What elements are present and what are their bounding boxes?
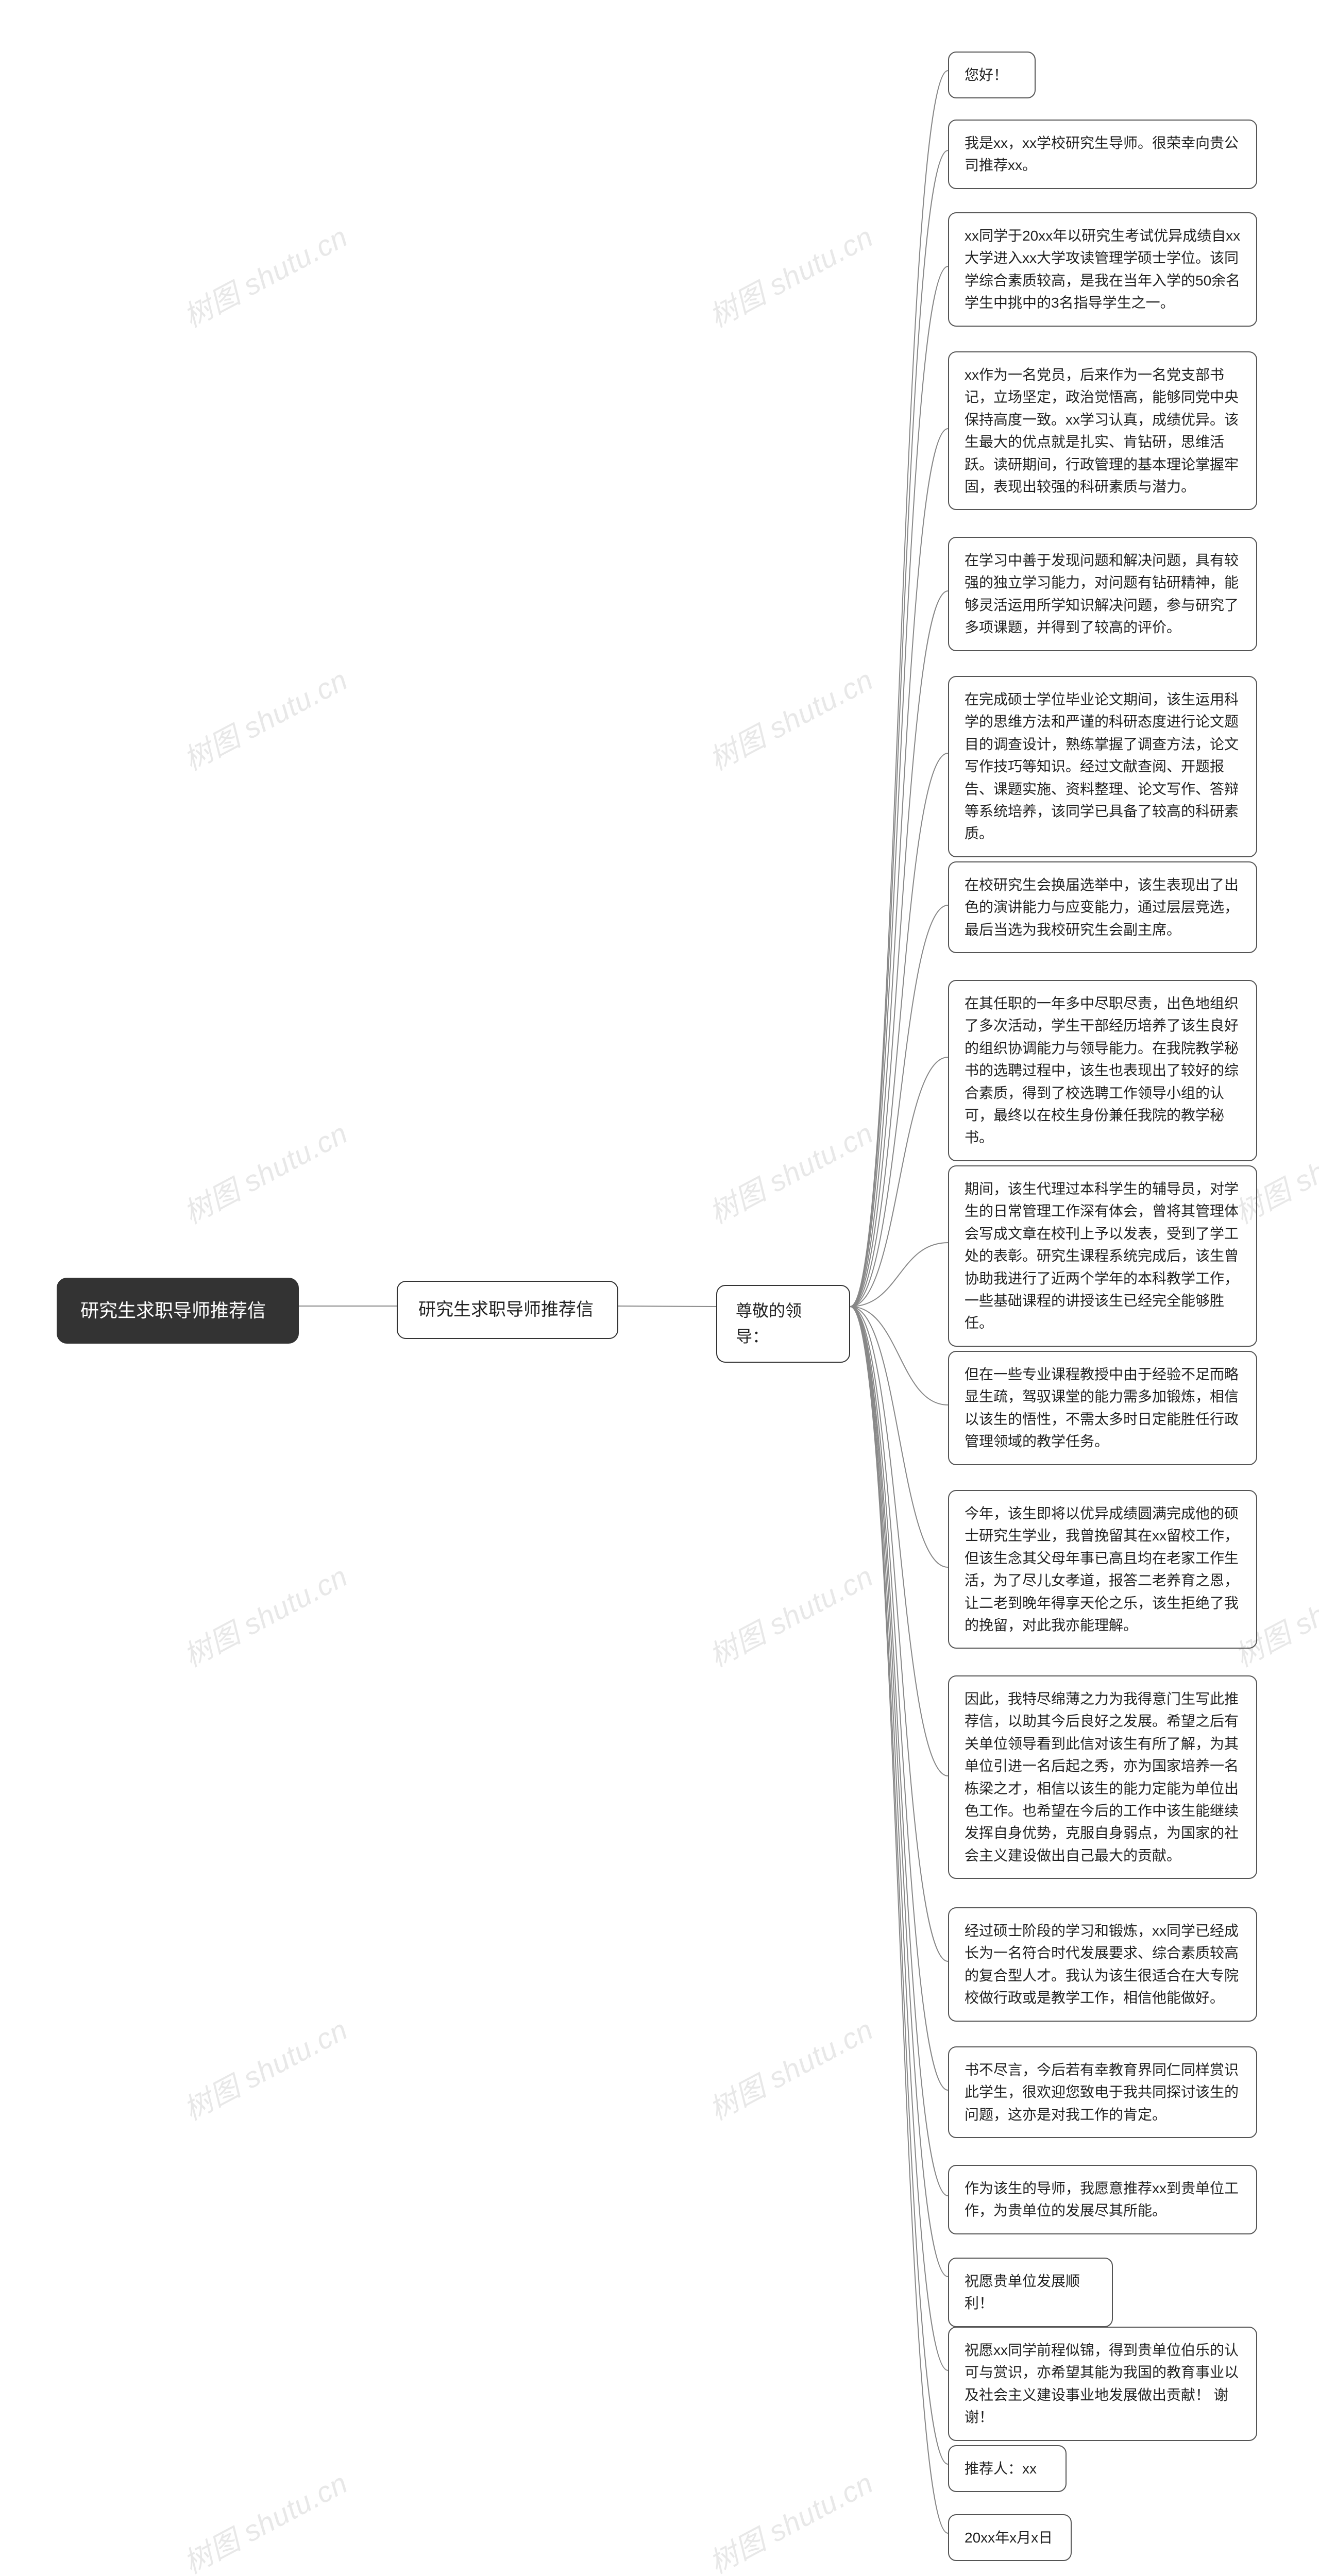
leaf-node[interactable]: 祝愿xx同学前程似锦，得到贵单位伯乐的认可与赏识，亦希望其能为我国的教育事业以及… — [948, 2327, 1257, 2441]
watermark-text: 树图 shutu.cn — [175, 657, 354, 779]
watermark-text: 树图 shutu.cn — [701, 1554, 880, 1675]
leaf-node[interactable]: xx同学于20xx年以研究生考试优异成绩自xx大学进入xx大学攻读管理学硕士学位… — [948, 212, 1257, 327]
leaf-text: 因此，我特尽绵薄之力为我得意门生写此推荐信，以助其今后良好之发展。希望之后有关单… — [965, 1691, 1239, 1863]
watermark-text: 树图 shutu.cn — [701, 2461, 880, 2576]
leaf-text: 在校研究生会换届选举中，该生表现出了出色的演讲能力与应变能力，通过层层竞选，最后… — [965, 877, 1239, 938]
leaf-node[interactable]: 书不尽言，今后若有幸教育界同仁同样赏识此学生，很欢迎您致电于我共同探讨该生的问题… — [948, 2046, 1257, 2138]
leaf-node[interactable]: 在完成硕士学位毕业论文期间，该生运用科学的思维方法和严谨的科研态度进行论文题目的… — [948, 676, 1257, 857]
leaf-text: 作为该生的导师，我愿意推荐xx到贵单位工作，为贵单位的发展尽其所能。 — [965, 2180, 1239, 2218]
leaf-text: 祝愿xx同学前程似锦，得到贵单位伯乐的认可与赏识，亦希望其能为我国的教育事业以及… — [965, 2342, 1239, 2425]
mindmap-canvas: 树图 shutu.cn 树图 shutu.cn 树图 shutu.cn 树图 shut… — [0, 0, 1319, 2576]
root-label: 研究生求职导师推荐信 — [80, 1300, 266, 1321]
watermark-text: 树图 shutu.cn — [701, 657, 880, 779]
watermark-text: 树图 shutu.cn — [175, 1111, 354, 1232]
leaf-text: 在学习中善于发现问题和解决问题，具有较强的独立学习能力，对问题有钻研精神，能够灵… — [965, 552, 1239, 635]
leaf-text: 但在一些专业课程教授中由于经验不足而略显生疏，驾驭课堂的能力需多加锻炼，相信以该… — [965, 1366, 1239, 1449]
leaf-node[interactable]: 经过硕士阶段的学习和锻炼，xx同学已经成长为一名符合时代发展要求、综合素质较高的… — [948, 1907, 1257, 2022]
watermark-text: 树图 shutu.cn — [175, 2007, 354, 2129]
leaf-text: 我是xx，xx学校研究生导师。很荣幸向贵公司推荐xx。 — [965, 135, 1239, 173]
leaf-text: 经过硕士阶段的学习和锻炼，xx同学已经成长为一名符合时代发展要求、综合素质较高的… — [965, 1923, 1239, 2006]
watermark-text: 树图 shutu.cn — [701, 1111, 880, 1232]
level3-node[interactable]: 尊敬的领导： — [716, 1285, 850, 1363]
leaf-text: 祝愿贵单位发展顺利！ — [965, 2273, 1080, 2311]
leaf-node[interactable]: 在学习中善于发现问题和解决问题，具有较强的独立学习能力，对问题有钻研精神，能够灵… — [948, 537, 1257, 651]
leaf-text: 20xx年x月x日 — [965, 2530, 1053, 2546]
watermark-text: 树图 shutu.cn — [701, 2007, 880, 2129]
leaf-text: 书不尽言，今后若有幸教育界同仁同样赏识此学生，很欢迎您致电于我共同探讨该生的问题… — [965, 2062, 1239, 2123]
leaf-node[interactable]: 祝愿贵单位发展顺利！ — [948, 2258, 1113, 2327]
leaf-text: 您好！ — [965, 67, 1008, 83]
watermark-text: 树图 shutu.cn — [701, 214, 880, 336]
leaf-node[interactable]: 在校研究生会换届选举中，该生表现出了出色的演讲能力与应变能力，通过层层竞选，最后… — [948, 861, 1257, 953]
leaf-node[interactable]: xx作为一名党员，后来作为一名党支部书记，立场坚定，政治觉悟高，能够同党中央保持… — [948, 351, 1257, 510]
leaf-text: xx作为一名党员，后来作为一名党支部书记，立场坚定，政治觉悟高，能够同党中央保持… — [965, 367, 1239, 495]
level2-label: 研究生求职导师推荐信 — [418, 1300, 594, 1319]
leaf-text: xx同学于20xx年以研究生考试优异成绩自xx大学进入xx大学攻读管理学硕士学位… — [965, 228, 1240, 311]
level2-node[interactable]: 研究生求职导师推荐信 — [397, 1281, 618, 1339]
leaf-text: 期间，该生代理过本科学生的辅导员，对学生的日常管理工作深有体会，曾将其管理体会写… — [965, 1181, 1239, 1331]
watermark-text: 树图 shutu.cn — [175, 1554, 354, 1675]
leaf-node[interactable]: 期间，该生代理过本科学生的辅导员，对学生的日常管理工作深有体会，曾将其管理体会写… — [948, 1165, 1257, 1347]
leaf-node[interactable]: 在其任职的一年多中尽职尽责，出色地组织了多次活动，学生干部经历培养了该生良好的组… — [948, 980, 1257, 1161]
leaf-node[interactable]: 我是xx，xx学校研究生导师。很荣幸向贵公司推荐xx。 — [948, 120, 1257, 189]
watermark-text: 树图 shutu.cn — [175, 2461, 354, 2576]
leaf-node[interactable]: 推荐人：xx — [948, 2445, 1067, 2492]
leaf-text: 在其任职的一年多中尽职尽责，出色地组织了多次活动，学生干部经历培养了该生良好的组… — [965, 995, 1239, 1145]
leaf-node[interactable]: 作为该生的导师，我愿意推荐xx到贵单位工作，为贵单位的发展尽其所能。 — [948, 2165, 1257, 2234]
leaf-node[interactable]: 20xx年x月x日 — [948, 2514, 1072, 2561]
root-node[interactable]: 研究生求职导师推荐信 — [57, 1278, 299, 1344]
leaf-node[interactable]: 但在一些专业课程教授中由于经验不足而略显生疏，驾驭课堂的能力需多加锻炼，相信以该… — [948, 1351, 1257, 1465]
level3-label: 尊敬的领导： — [736, 1301, 802, 1346]
leaf-node[interactable]: 因此，我特尽绵薄之力为我得意门生写此推荐信，以助其今后良好之发展。希望之后有关单… — [948, 1675, 1257, 1879]
watermark-text: 树图 shutu.cn — [175, 214, 354, 336]
leaf-node[interactable]: 您好！ — [948, 52, 1036, 98]
leaf-node[interactable]: 今年，该生即将以优异成绩圆满完成他的硕士研究生学业，我曾挽留其在xx留校工作，但… — [948, 1490, 1257, 1649]
leaf-text: 推荐人：xx — [965, 2461, 1037, 2477]
leaf-text: 在完成硕士学位毕业论文期间，该生运用科学的思维方法和严谨的科研态度进行论文题目的… — [965, 691, 1239, 841]
leaf-text: 今年，该生即将以优异成绩圆满完成他的硕士研究生学业，我曾挽留其在xx留校工作，但… — [965, 1505, 1239, 1633]
